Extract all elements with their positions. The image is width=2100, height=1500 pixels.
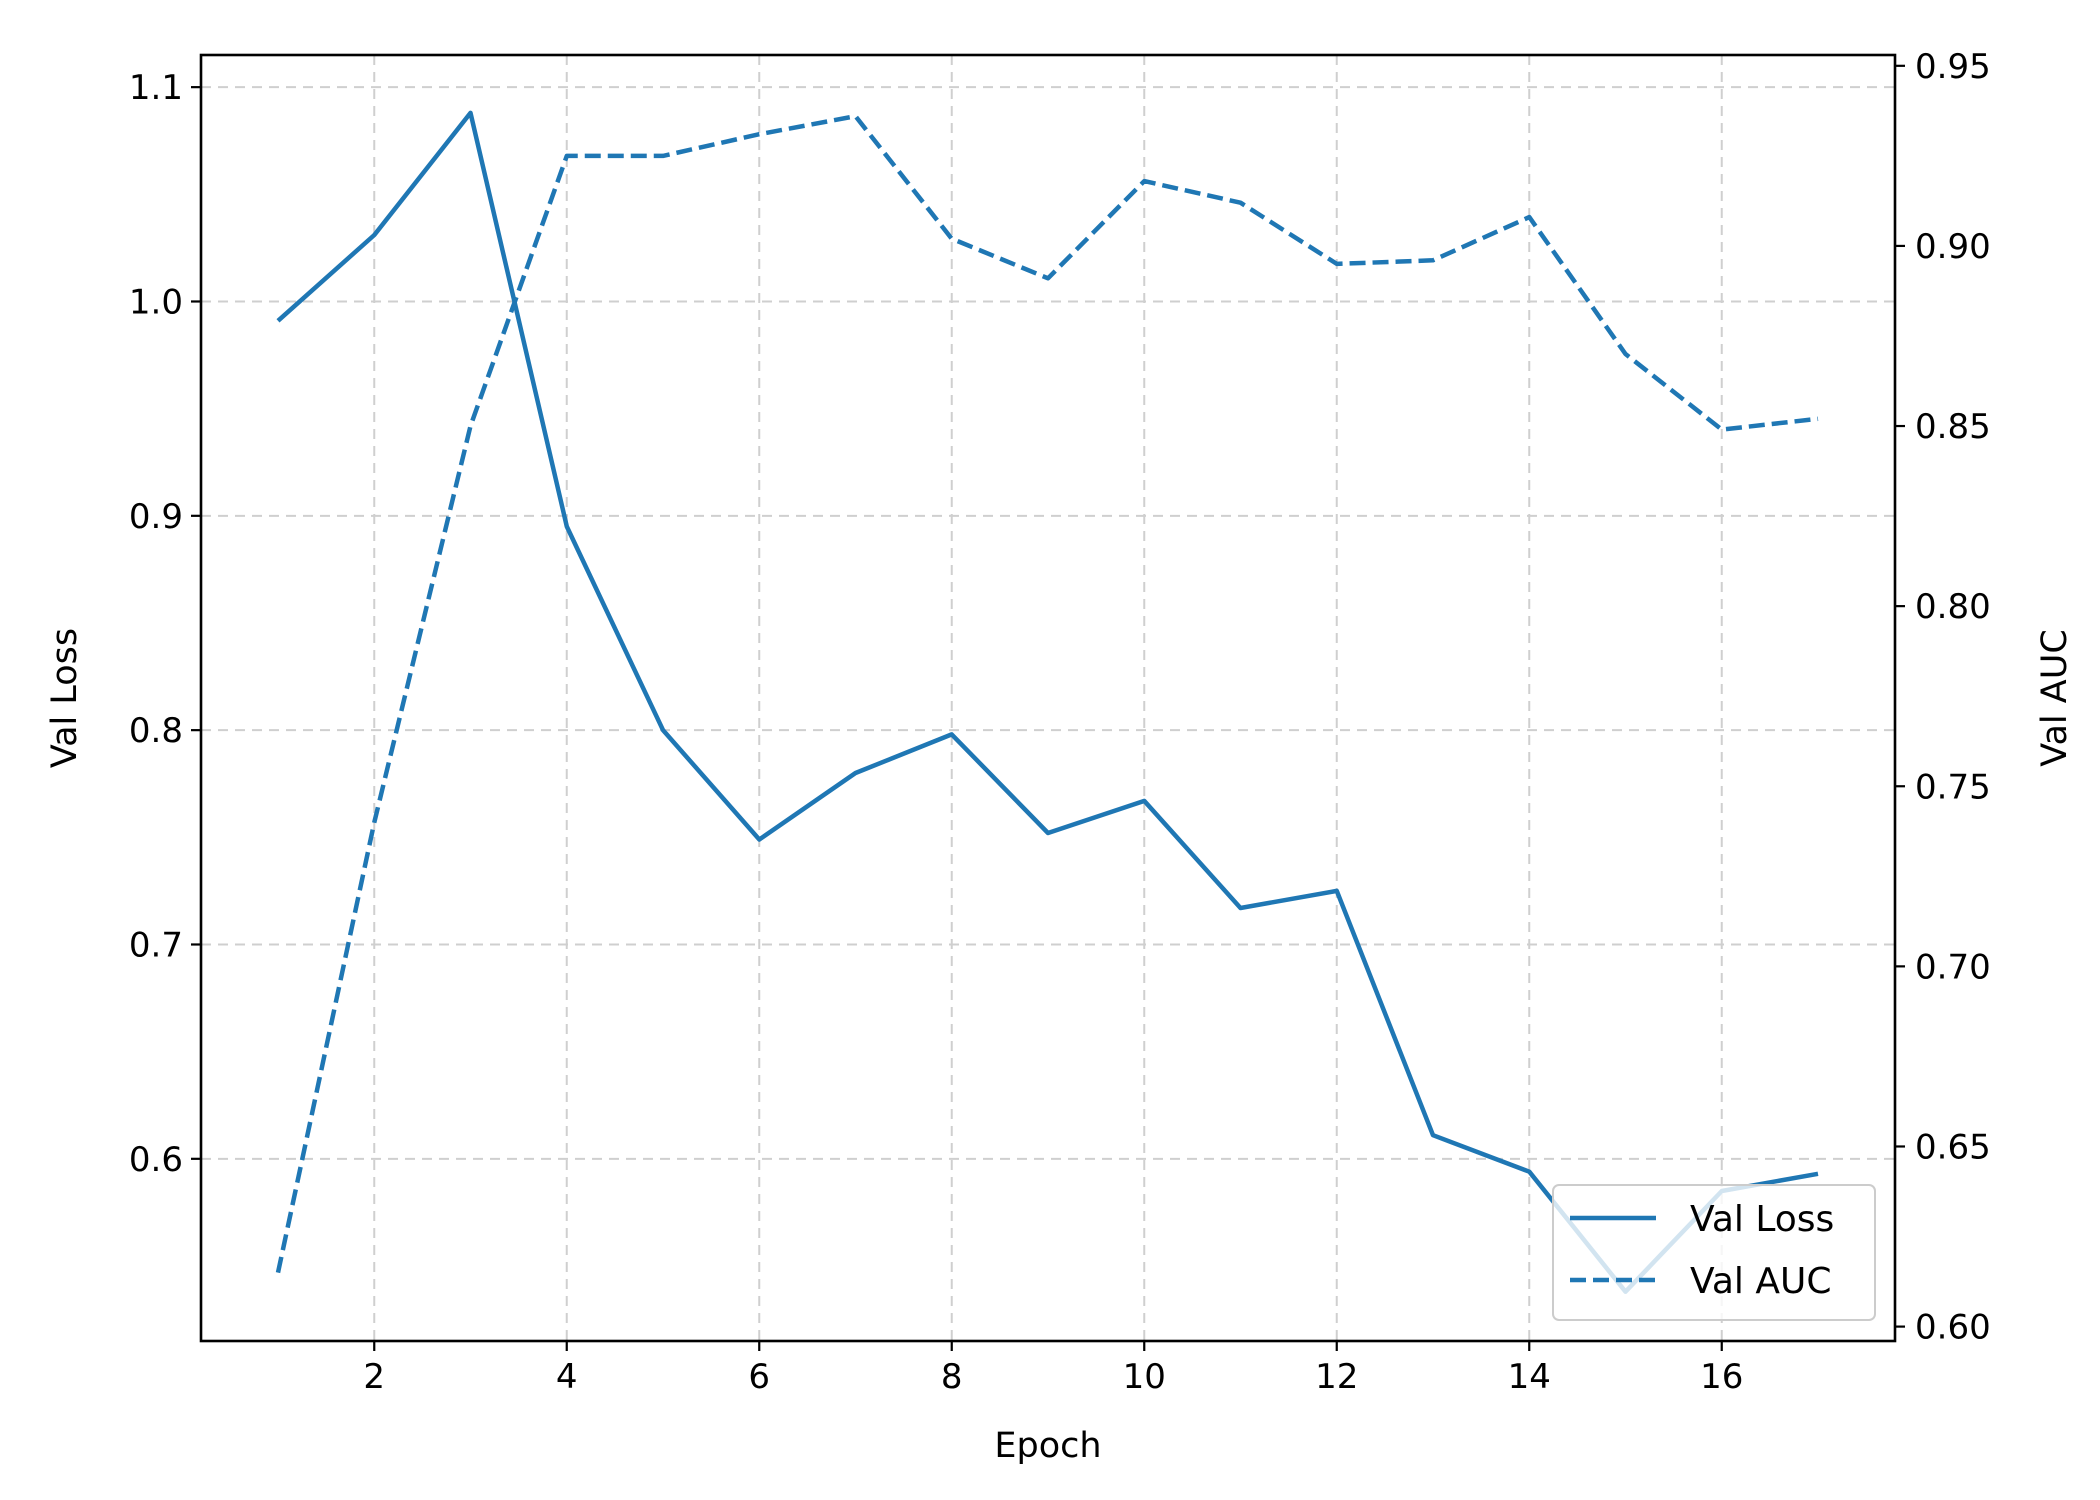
legend-label-val-auc: Val AUC [1690,1261,1831,1302]
y-right-tick-label: 0.80 [1915,587,1991,627]
plot-frame [199,53,1897,1343]
y-right-tick-label: 0.75 [1915,767,1991,807]
y-left-tick-label: 0.6 [129,1140,183,1180]
x-tick-label: 10 [1123,1357,1166,1397]
y-right-tick-label: 0.65 [1915,1127,1991,1167]
y-right-tick-label: 0.95 [1915,47,1991,87]
y-left-tick-label: 1.0 [129,282,183,322]
x-tick-label: 16 [1700,1357,1743,1397]
y-right-axis-label: Val AUC [2035,629,2075,767]
y-left-tick-label: 1.1 [129,68,183,108]
x-axis-ticks: 2 4 6 8 10 12 14 16 [363,1341,1743,1397]
y-right-tick-label: 0.60 [1915,1308,1991,1348]
x-tick-label: 8 [941,1357,963,1397]
y-right-tick-label: 0.90 [1915,227,1991,267]
series-layer [275,110,1819,1294]
y-left-tick-label: 0.7 [129,925,183,965]
x-tick-label: 4 [556,1357,578,1397]
y-left-tick-label: 0.8 [129,711,183,751]
series-line-val-loss [276,110,1819,1294]
x-tick-label: 12 [1315,1357,1358,1397]
x-tick-label: 6 [748,1357,770,1397]
x-tick-label: 14 [1508,1357,1551,1397]
x-tick-label: 2 [363,1357,385,1397]
y-right-tick-label: 0.85 [1915,407,1991,447]
y-right-tick-label: 0.70 [1915,947,1991,987]
y-left-axis-ticks: 0.6 0.7 0.8 0.9 1.0 1.1 [129,68,201,1180]
legend: Val Loss Val AUC [1552,1184,1876,1321]
series-line-val-auc [275,113,1819,1274]
x-axis-label: Epoch [994,1426,1101,1466]
y-left-axis-label: Val Loss [45,628,85,768]
grid-lines [201,55,1895,1341]
y-right-axis-ticks: 0.60 0.65 0.70 0.75 0.80 0.85 0.90 0.95 [1895,47,1991,1348]
legend-label-val-loss: Val Loss [1690,1199,1834,1240]
y-left-tick-label: 0.9 [129,497,183,537]
